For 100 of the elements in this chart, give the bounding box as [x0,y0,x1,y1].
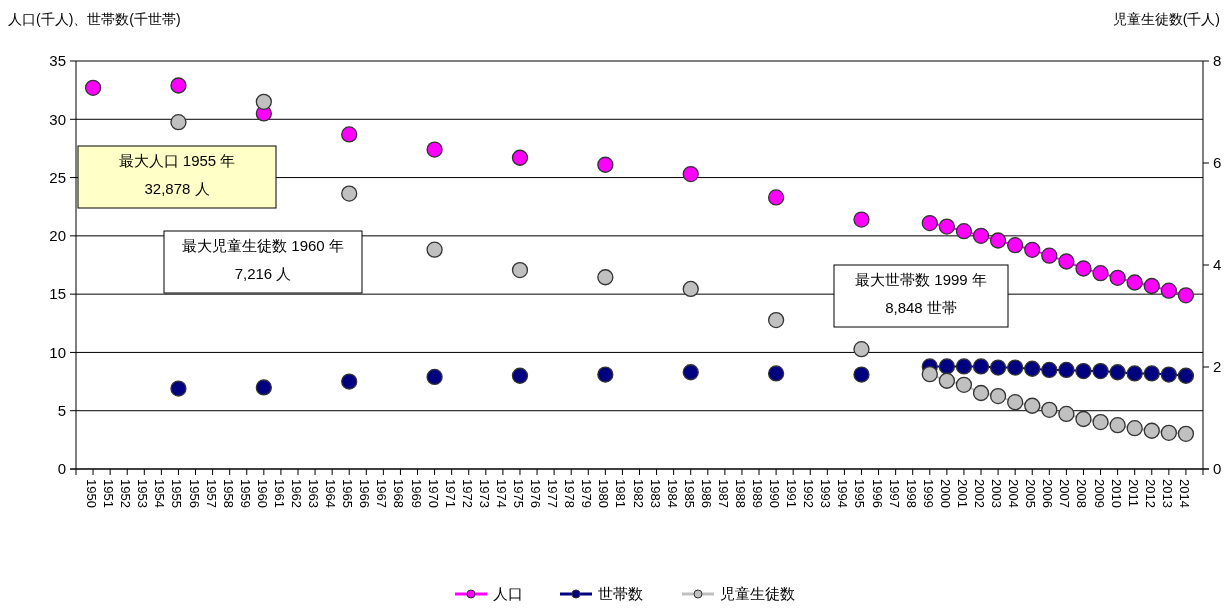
annotation: 最大人口 1955 年 32,878 人 [118,152,236,197]
x-tick-label: 1988 [732,479,748,508]
point [989,359,1007,376]
point [938,358,956,375]
point [955,223,973,240]
point [767,365,785,382]
point [1058,253,1075,270]
x-tick-label: 1971 [442,479,458,508]
point [853,341,870,358]
x-tick-label: 1959 [237,479,253,508]
x-tick-label: 1993 [818,479,834,508]
y-tick-label: 30 [49,110,66,128]
point [426,241,443,258]
point [1058,405,1075,423]
annotation: 最大世帯数 1999 年 8,848 世帯 [855,271,987,316]
point [1143,277,1160,295]
point [1058,361,1075,379]
point [84,79,102,96]
point [1109,364,1126,381]
point [1075,260,1092,277]
point [597,156,614,173]
point [767,311,785,329]
x-tick-label: 2014 [1176,479,1192,508]
x-tick-label: 1966 [357,479,373,508]
point [170,77,187,94]
x-tick-label: 1965 [340,479,356,508]
x-tick-label: 1970 [425,479,441,508]
point [938,372,956,389]
x-tick-label: 2000 [937,479,953,508]
x-tick-label: 1979 [579,479,595,508]
point [921,214,938,232]
point [1041,401,1058,418]
y-tick-label: 25 [49,168,66,186]
point [853,366,870,383]
x-tick-label: 2001 [954,479,970,508]
point [1126,274,1143,291]
legend-label: 世帯数 [598,585,643,602]
x-tick-label: 1974 [493,479,509,508]
x-tick-label: 1978 [562,479,578,508]
x-tick-label: 1953 [135,479,151,508]
point [989,232,1007,249]
y-tick-label: 5 [57,401,66,419]
x-tick-label: 2004 [1006,479,1022,508]
x-tick-label: 1989 [750,479,766,508]
x-tick-label: 2012 [1142,479,1158,508]
point [1109,416,1126,434]
x-tick-label: 1964 [323,479,339,508]
x-tick-label: 1967 [374,479,390,508]
point [255,379,272,396]
x-tick-label: 1952 [118,479,134,508]
point [1024,241,1041,258]
x-tick-label: 1950 [84,479,100,508]
point [989,387,1007,405]
point [955,376,973,393]
x-tick-label: 2013 [1159,479,1175,508]
point [955,358,973,375]
y-tick-label: 0 [57,460,66,478]
point [1007,359,1024,376]
point [853,211,870,228]
y-tick-label: 20 [49,227,66,245]
x-tick-label: 1995 [852,479,868,508]
x-tick-label: 1958 [220,479,236,508]
y2-axis-title: 児童生徒数(千人) [1112,11,1220,27]
point [921,365,938,383]
annotation: 最大児童生徒数 1960 年 7,216 人 [182,237,344,282]
x-tick-label: 2008 [1074,479,1090,508]
point [511,261,529,279]
x-tick-label: 1963 [306,479,322,508]
y2-tick-label: 6 [1213,154,1222,172]
point [1160,366,1177,383]
x-tick-label: 1968 [391,479,407,508]
x-tick-label: 1969 [408,479,424,508]
point [1126,420,1143,437]
point [426,368,443,386]
x-tick-label: 1956 [186,479,202,508]
y2-tick-label: 0 [1213,460,1222,478]
x-tick-label: 1962 [288,479,304,508]
x-tick-label: 1981 [613,479,629,508]
point [1126,365,1143,382]
point [1092,265,1109,282]
y-tick-label: 15 [49,285,66,303]
point [341,185,358,202]
point [255,93,272,110]
point [1007,237,1024,254]
point [511,149,529,166]
x-tick-label: 1999 [920,479,936,508]
point [1177,425,1195,442]
x-tick-label: 1985 [681,479,697,508]
x-tick-label: 2005 [1023,479,1039,508]
x-tick-label: 2002 [972,479,988,508]
x-tick-label: 2003 [989,479,1005,508]
point [1041,361,1058,379]
point [1177,287,1195,304]
x-tick-label: 1977 [545,479,561,508]
point [972,227,990,245]
point [938,218,956,235]
x-tick-label: 1975 [510,479,526,508]
point [1075,362,1092,380]
x-tick-label: 1957 [203,479,219,508]
point [341,373,358,390]
